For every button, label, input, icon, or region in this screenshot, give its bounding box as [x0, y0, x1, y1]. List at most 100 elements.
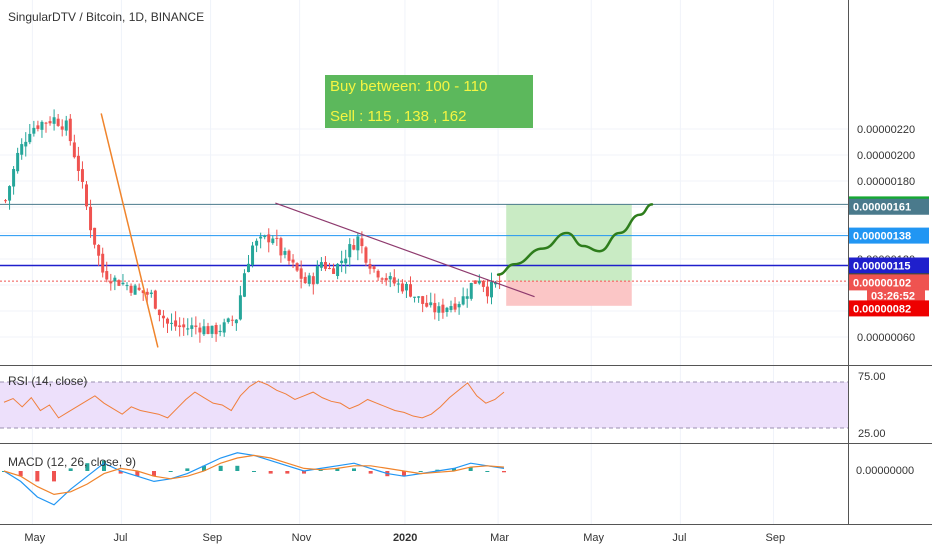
macd-pane[interactable]: MACD (12, 26, close, 9) 0.00000000 — [2, 452, 914, 506]
grid — [0, 0, 848, 524]
candle-body — [295, 263, 299, 271]
macd-histogram-bar — [502, 471, 506, 473]
candle-body — [198, 327, 202, 333]
candle-body — [413, 296, 417, 298]
macd-histogram-bar — [202, 465, 206, 471]
candle-body — [80, 169, 84, 182]
candle-body — [52, 117, 56, 124]
price-tag-bg-5 — [849, 274, 929, 291]
candle-body — [117, 280, 121, 286]
candle-body — [421, 296, 425, 304]
macd-histogram-bar — [135, 471, 140, 477]
candle-body — [125, 285, 129, 287]
time-label-6: May — [583, 532, 604, 544]
candle-body — [490, 281, 493, 298]
candle-body — [210, 325, 214, 334]
candle-body — [319, 262, 323, 268]
candles — [4, 109, 502, 343]
candle-body — [259, 236, 263, 239]
macd-histogram-bar — [235, 465, 240, 471]
candle-body — [457, 303, 461, 308]
time-axis[interactable]: May Jul Sep Nov 2020 Mar May Jul Sep — [24, 532, 785, 544]
macd-histogram-bar — [318, 469, 323, 471]
trade-annotation[interactable]: Buy between: 100 - 110 Sell : 115 , 138 … — [325, 75, 533, 128]
time-label-0: May — [24, 532, 45, 544]
candle-body — [178, 325, 182, 327]
candle-body — [174, 320, 178, 327]
candle-body — [498, 280, 502, 282]
candle-body — [477, 280, 481, 284]
price-tag-3: 0.00000115 — [853, 261, 911, 273]
steep-trendline — [100, 113, 159, 348]
candle-body — [275, 237, 279, 239]
candle-body — [445, 307, 449, 313]
candle-body — [20, 144, 24, 155]
macd-histogram-bar — [185, 468, 190, 471]
time-label-8: Sep — [766, 532, 786, 544]
candle-body — [307, 275, 311, 284]
candle-body — [137, 287, 141, 290]
price-tag-7: 0.00000082 — [853, 303, 911, 315]
candle-body — [417, 296, 421, 298]
candle-body — [194, 325, 198, 327]
candle-body — [400, 283, 404, 292]
macd-histogram-bar — [35, 471, 40, 482]
candle-body — [356, 236, 360, 251]
rsi-pane[interactable]: RSI (14, close) 75.00 25.00 — [0, 371, 886, 440]
candle-body — [352, 245, 356, 250]
time-label-5: Mar — [490, 532, 509, 544]
candle-body — [93, 227, 97, 245]
candle-body — [247, 263, 250, 273]
candle-body — [56, 118, 60, 126]
macd-histogram-bar — [168, 471, 173, 472]
candle-body — [141, 290, 145, 294]
candle-body — [323, 261, 327, 269]
candle-body — [145, 291, 149, 295]
candle-body — [40, 121, 44, 130]
candle-body — [328, 268, 331, 270]
candle-body — [469, 282, 473, 299]
candle-body — [311, 276, 315, 285]
time-label-7: Jul — [672, 532, 686, 544]
price-tag-bg-1 — [849, 198, 929, 215]
candle-body — [64, 120, 68, 131]
candle-body — [449, 306, 453, 310]
candle-body — [461, 296, 465, 305]
candle-body — [85, 184, 88, 207]
price-pane[interactable] — [0, 0, 848, 365]
candle-body — [409, 284, 412, 297]
annotation-sell-text: Sell : 115 , 138 , 162 — [330, 108, 467, 125]
price-tag-2: 0.00000138 — [853, 231, 911, 243]
candle-body — [4, 200, 7, 202]
candle-body — [113, 277, 117, 282]
candle-body — [8, 186, 12, 201]
candle-body — [453, 303, 457, 310]
price-tag-bg-3 — [849, 257, 929, 274]
candle-body — [161, 315, 165, 319]
macd-histogram-bar — [418, 471, 423, 472]
candle-body — [336, 263, 340, 277]
time-label-4: 2020 — [393, 532, 417, 544]
macd-histogram-bar — [435, 469, 440, 471]
candle-body — [60, 126, 64, 130]
candle-body — [267, 234, 271, 243]
annotation-box[interactable] — [325, 75, 533, 128]
candle-body — [206, 326, 210, 334]
macd-label: MACD (12, 26, close, 9) — [8, 455, 136, 469]
candle-body — [218, 330, 222, 333]
macd-histogram-bar — [352, 468, 356, 471]
rsi-band — [0, 382, 848, 428]
candle-body — [226, 318, 230, 322]
candle-body — [48, 121, 52, 124]
macd-histogram-bar — [302, 471, 306, 474]
macd-histogram-bar — [285, 471, 290, 474]
candle-body — [68, 118, 72, 142]
candle-body — [166, 318, 169, 324]
candle-body — [12, 169, 16, 187]
candle-body — [283, 251, 287, 255]
candle-body — [376, 270, 380, 278]
price-tick-1: 0.00000200 — [857, 150, 915, 162]
candle-body — [16, 152, 20, 172]
